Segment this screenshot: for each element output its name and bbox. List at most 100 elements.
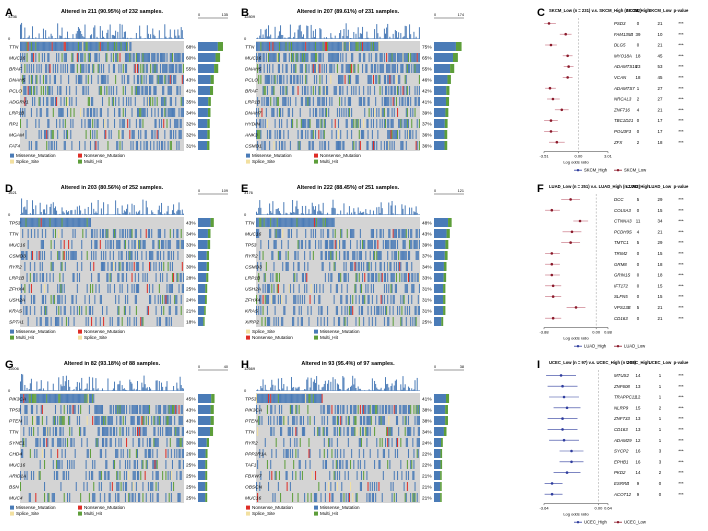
mutation-cell (329, 240, 331, 249)
mutation-cell (358, 306, 360, 315)
mutation-cell (157, 53, 159, 62)
mutation-cell (340, 405, 342, 414)
mutation-cell (402, 405, 404, 414)
mutation-cell (98, 273, 100, 282)
mutation-cell (176, 119, 178, 128)
mutation-cell (181, 416, 183, 425)
mutation-cell (331, 405, 333, 414)
tmb-bar (139, 25, 141, 39)
mutation-cell (53, 416, 55, 425)
mutation-cell (306, 75, 308, 84)
tmb-bar (116, 214, 118, 215)
mutation-cell (268, 394, 270, 403)
tmb-bar (351, 38, 353, 39)
forest-estimate-point (551, 316, 555, 320)
mutation-cell (321, 42, 323, 51)
mutation-cell (364, 295, 366, 304)
mutation-cell (88, 295, 90, 304)
mutation-cell (34, 295, 36, 304)
mutation-cell (39, 438, 41, 447)
tmb-bar (324, 214, 326, 215)
mutation-cell (134, 86, 136, 95)
tmb-bar (400, 33, 402, 39)
tmb-bar (174, 212, 176, 215)
mutation-cell (142, 416, 144, 425)
tmb-bar (278, 389, 280, 391)
forest-gene-label: GRM8 (614, 262, 627, 267)
mutation-cell (418, 240, 420, 249)
mutation-cell (155, 273, 157, 282)
mutation-cell (371, 229, 373, 238)
mutation-cell (71, 53, 73, 62)
mutation-cell (39, 317, 41, 326)
mutation-cell (45, 427, 47, 436)
mutation-cell (388, 240, 390, 249)
tmb-bar (164, 213, 166, 215)
mutation-cell (285, 262, 287, 271)
side-bar-multi (205, 284, 208, 293)
tmb-bar (99, 214, 101, 215)
tmb-bar (177, 29, 179, 39)
mutation-cell (350, 75, 352, 84)
side-bar-missense (198, 64, 215, 73)
tmb-bar (364, 214, 366, 215)
mutation-cell (25, 42, 27, 51)
mutation-cell (129, 53, 131, 62)
tmb-bar (38, 214, 40, 215)
mutation-cell (36, 64, 38, 73)
mutation-cell (297, 141, 299, 150)
mutation-cell (283, 218, 285, 227)
mutation-cell (292, 108, 294, 117)
mutation-cell (339, 471, 341, 480)
forest-high-count: 5 (637, 197, 640, 202)
mutation-cell (72, 218, 74, 227)
tmb-bar (376, 207, 378, 215)
mutation-cell (40, 284, 42, 293)
mutation-cell (169, 75, 171, 84)
mutation-cell (103, 64, 105, 73)
mutation-cell (177, 119, 179, 128)
mutation-cell (178, 108, 180, 117)
tmb-bar (119, 380, 121, 391)
mutation-cell (109, 416, 111, 425)
mutation-cell (286, 218, 288, 227)
mutation-cell (47, 130, 49, 139)
mutation-cell (280, 86, 282, 95)
mutation-cell (126, 53, 128, 62)
mutation-cell (257, 394, 259, 403)
mutation-cell (387, 130, 389, 139)
tmb-bar (168, 214, 170, 215)
mutation-cell (352, 42, 354, 51)
tmb-bar (121, 24, 123, 39)
tmb-bar (164, 390, 166, 391)
mutation-cell (112, 229, 114, 238)
mutation-cell (145, 86, 147, 95)
mutation-cell (170, 130, 172, 139)
mutation-cell (357, 460, 359, 469)
mutation-cell (320, 130, 322, 139)
tmb-bar (277, 378, 279, 391)
mutation-cell (312, 251, 314, 260)
mutation-cell (283, 449, 285, 458)
mutation-cell (381, 416, 383, 425)
mutation-cell (38, 251, 40, 260)
mutation-cell (57, 251, 59, 260)
forest-pvalue: *** (678, 53, 683, 58)
tmb-bar (155, 380, 157, 391)
mutation-cell (269, 42, 271, 51)
mutation-cell (347, 97, 349, 106)
mutation-cell (364, 427, 366, 436)
tmb-bar (292, 200, 294, 215)
mutation-cell (39, 251, 41, 260)
mutation-cell (400, 405, 402, 414)
side-bar-missense (198, 42, 218, 51)
side-bar-multi (207, 229, 211, 238)
forest-low-count: 21 (658, 107, 663, 112)
mutation-cell (120, 438, 122, 447)
mutation-cell (75, 251, 77, 260)
mutation-cell (348, 306, 350, 315)
percent-label: 33% (186, 242, 196, 248)
mutation-cell (256, 229, 258, 238)
mutation-cell (81, 64, 83, 73)
mutation-cell (179, 471, 181, 480)
